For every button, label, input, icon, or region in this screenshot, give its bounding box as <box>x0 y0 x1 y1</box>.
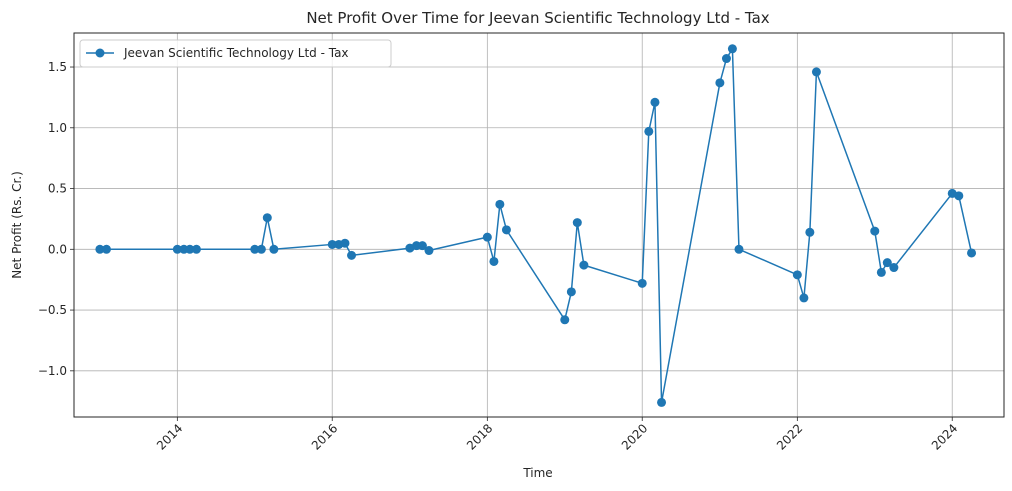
data-point <box>95 244 105 254</box>
data-point <box>954 191 964 201</box>
y-tick-label: 1.5 <box>48 60 67 74</box>
data-point <box>637 278 647 288</box>
y-tick-label: −1.0 <box>38 364 67 378</box>
legend-marker-swatch <box>95 48 105 58</box>
data-point <box>792 270 802 280</box>
data-point <box>566 287 576 297</box>
x-tick-label: 2018 <box>464 421 495 452</box>
data-point <box>327 239 337 249</box>
data-point <box>644 126 654 136</box>
x-tick-label: 2016 <box>309 421 340 452</box>
data-point <box>805 227 815 237</box>
data-point <box>417 241 427 251</box>
data-point <box>721 54 731 64</box>
x-tick-label: 2024 <box>929 421 960 452</box>
data-point <box>734 244 744 254</box>
x-axis-label: Time <box>522 466 552 480</box>
data-point <box>727 44 737 54</box>
data-point <box>811 67 821 77</box>
data-point <box>489 256 499 266</box>
legend-entry-label: Jeevan Scientific Technology Ltd - Tax <box>123 46 349 60</box>
data-point <box>715 78 725 88</box>
data-point <box>269 244 279 254</box>
y-tick-label: −0.5 <box>38 303 67 317</box>
data-point <box>495 199 505 209</box>
series-line <box>99 48 973 404</box>
x-tick-label: 2020 <box>619 421 650 452</box>
y-axis: −1.0 −0.5 0.0 0.5 1.0 1.5 <box>38 60 74 378</box>
data-point <box>347 250 357 260</box>
data-point <box>424 246 434 256</box>
data-point <box>882 258 892 268</box>
data-point <box>482 232 492 242</box>
legend: Jeevan Scientific Technology Ltd - Tax <box>79 39 392 68</box>
data-point <box>650 97 660 107</box>
chart-title: Net Profit Over Time for Jeevan Scientif… <box>306 9 769 27</box>
data-point <box>185 244 195 254</box>
y-tick-label: 0.5 <box>48 182 67 196</box>
grid-lines <box>74 33 1004 417</box>
data-point <box>101 244 111 254</box>
data-point <box>191 244 201 254</box>
data-point <box>889 263 899 273</box>
data-point <box>572 218 582 228</box>
data-point <box>501 225 511 235</box>
data-point <box>870 226 880 236</box>
plot-area-frame <box>73 32 1005 418</box>
data-point <box>262 213 272 223</box>
data-point <box>967 248 977 258</box>
legend-box <box>79 39 392 68</box>
data-point <box>560 315 570 325</box>
data-point <box>657 397 667 407</box>
data-point <box>799 293 809 303</box>
data-point <box>876 267 886 277</box>
x-axis: 2014 2016 2018 2020 2022 2024 <box>154 417 960 453</box>
series-layer <box>95 44 977 407</box>
data-point <box>340 238 350 248</box>
y-axis-label: Net Profit (Rs. Cr.) <box>10 171 24 279</box>
data-point <box>172 244 182 254</box>
data-point <box>256 244 266 254</box>
y-tick-label: 1.0 <box>48 121 67 135</box>
x-tick-label: 2014 <box>154 421 185 452</box>
data-point <box>250 244 260 254</box>
data-point <box>579 260 589 270</box>
y-tick-label: 0.0 <box>48 242 67 256</box>
x-tick-label: 2022 <box>774 421 805 452</box>
